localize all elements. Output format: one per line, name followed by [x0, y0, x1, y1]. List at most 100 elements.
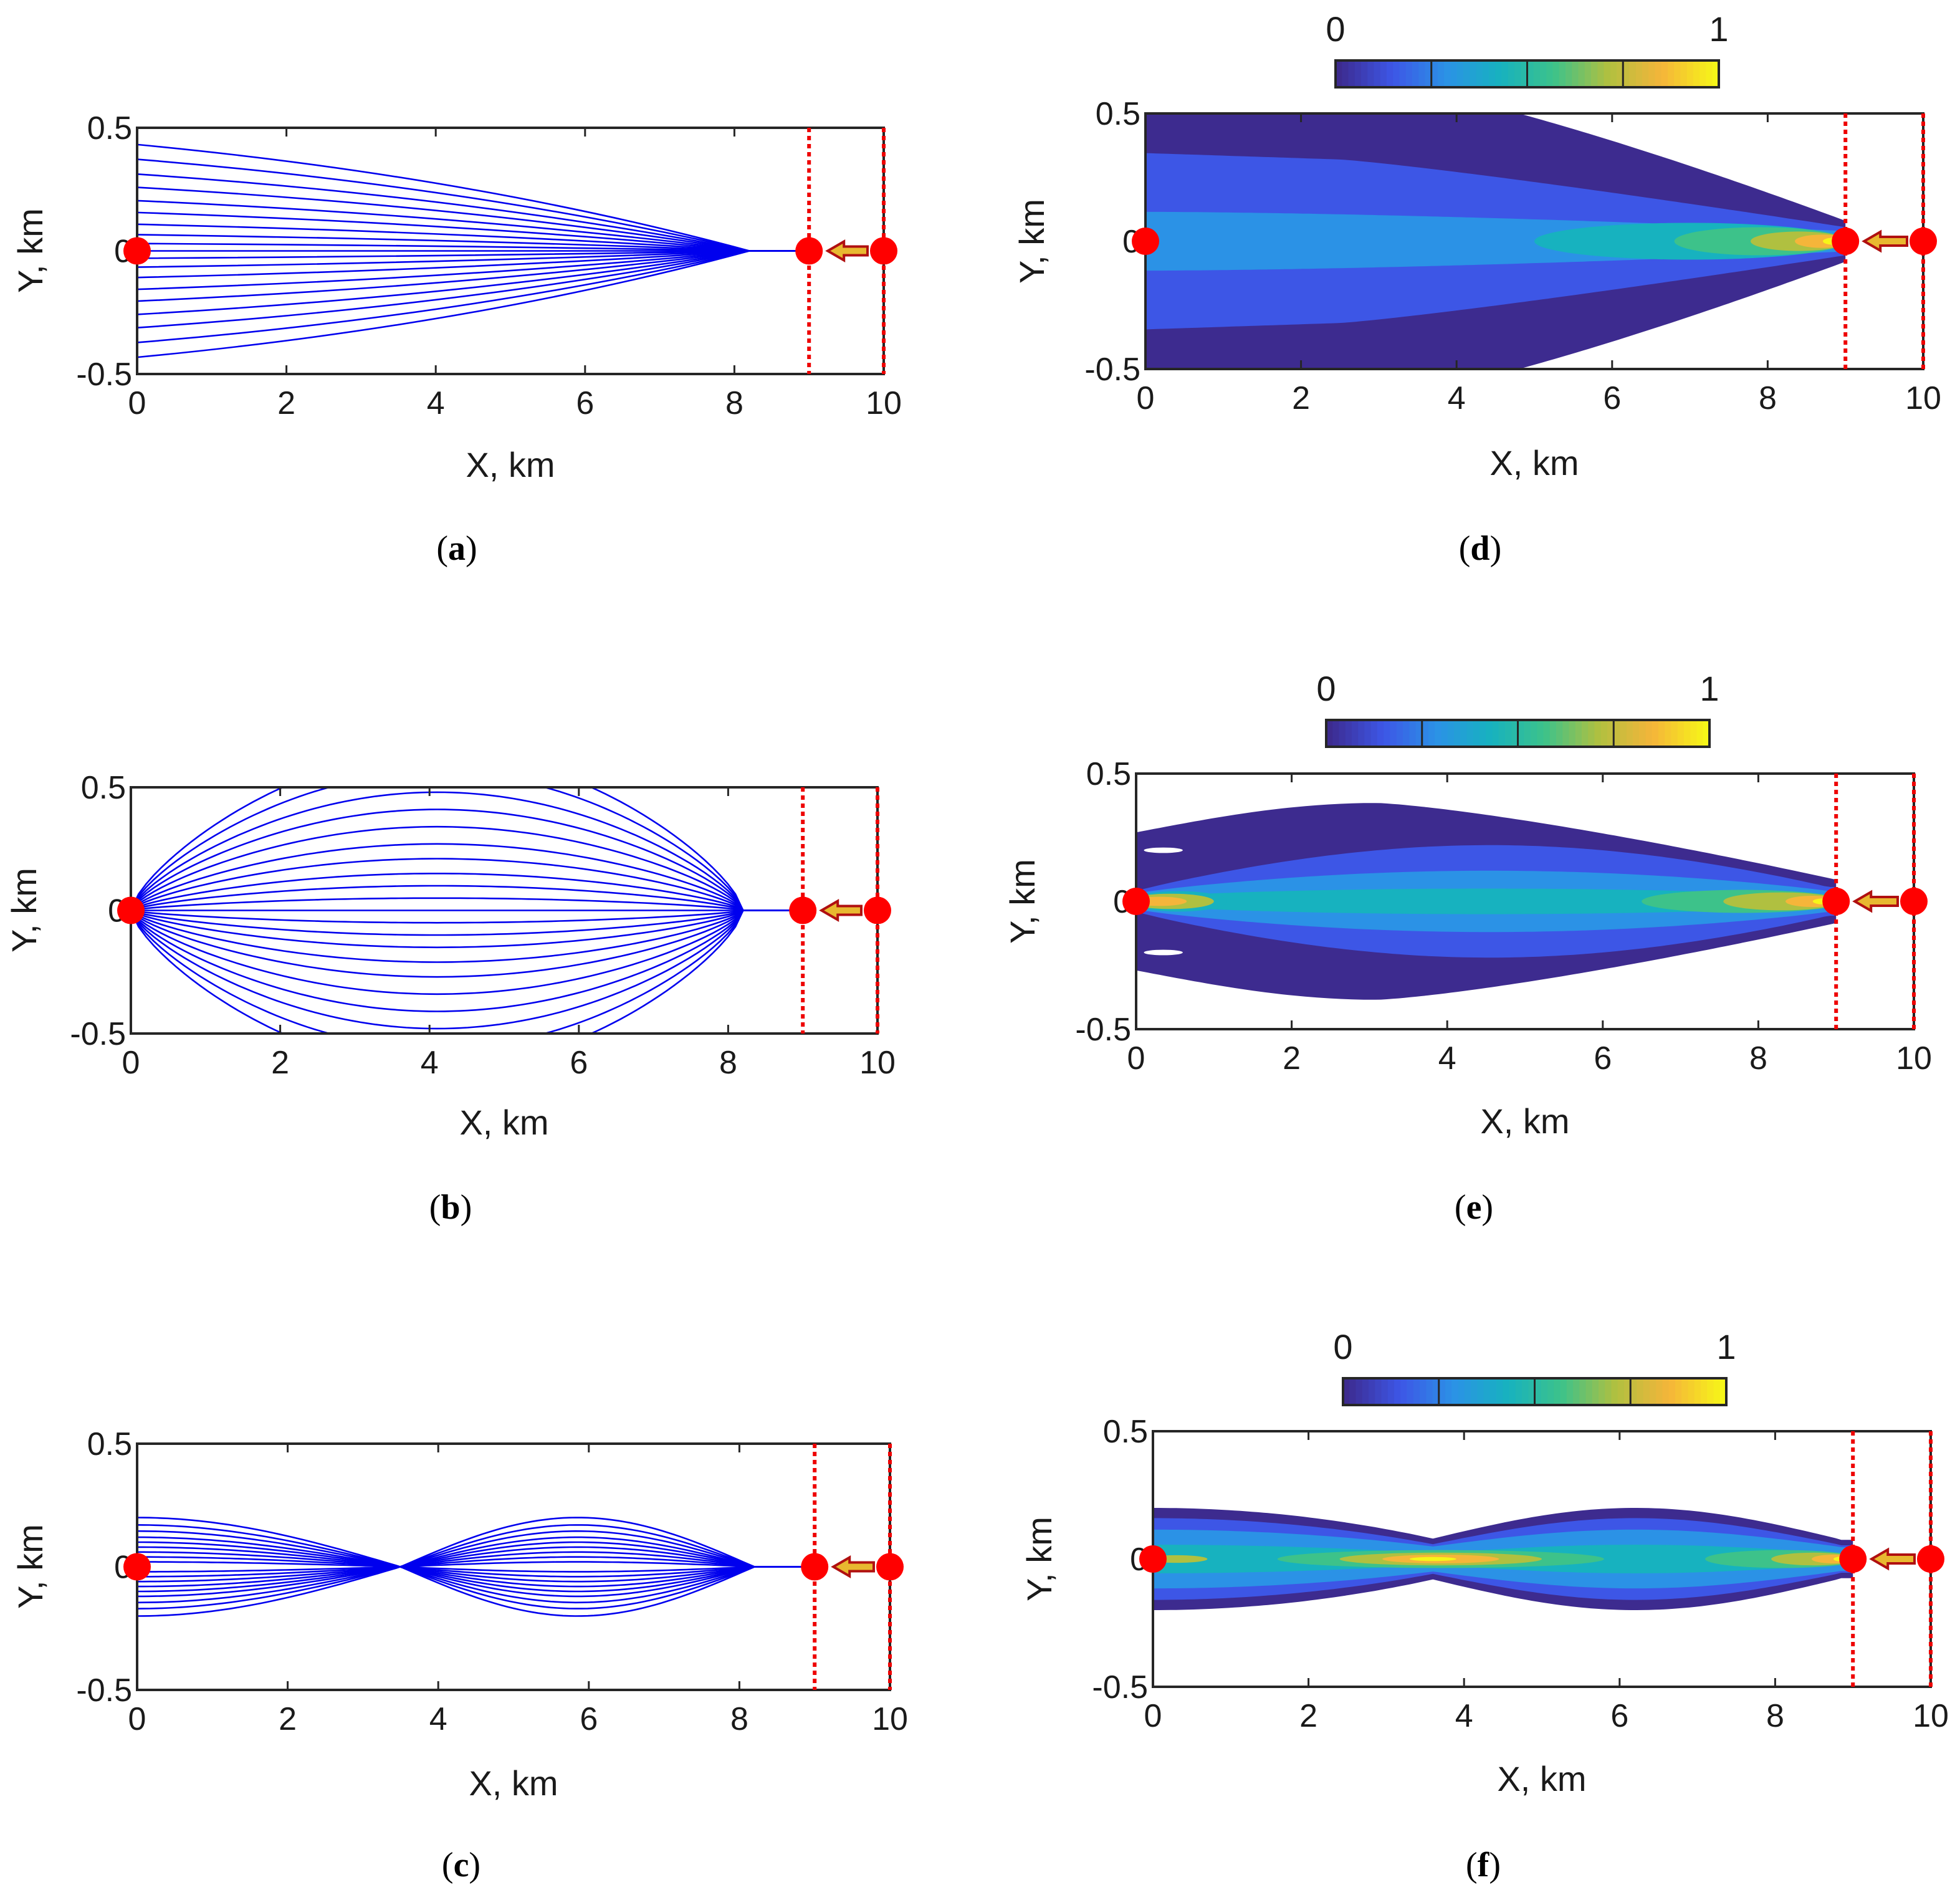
panel-b-ray [131, 825, 744, 911]
panel-d-colorbar-segment [1470, 60, 1477, 87]
panel-d-colorbar-segment [1348, 60, 1355, 87]
panel-d-plot: 0 2 4 6 8 10-0.500.5 [1084, 59, 1941, 416]
panel-e-colorbar-segment [1409, 720, 1417, 747]
panel-f: 0 2 4 6 8 10-0.500.5 0 1 X, km Y, km (f) [1020, 1327, 1949, 1884]
panel-e-gap-upper [1144, 847, 1183, 853]
panel-f-ytick-label: 0.5 [1103, 1414, 1148, 1450]
panel-e-colorbar-segment [1358, 720, 1365, 747]
panel-e-colorbar-segment [1569, 720, 1576, 747]
panel-d-colorbar-segment [1597, 60, 1605, 87]
panel-c-ray [137, 1536, 755, 1598]
panel-e-ytick-label: -0.5 [1075, 1012, 1131, 1048]
panel-e-colorbar-segment [1396, 720, 1403, 747]
panel-d-colorbar-segment [1387, 60, 1394, 87]
panel-d-colorbar-segment [1444, 60, 1451, 87]
panel-e-colorbar-segment [1582, 720, 1589, 747]
panel-e-colorbar-segment [1486, 720, 1493, 747]
panel-d-colorbar-segment [1361, 60, 1369, 87]
panel-a-ray [137, 250, 750, 358]
panel-a-start-point [870, 237, 897, 265]
panel-b-xtick-label: 8 [719, 1045, 737, 1081]
panel-d-colorbar-segment [1584, 60, 1592, 87]
panel-e-colorbar-segment [1562, 720, 1570, 747]
panel-c-plot: 0 2 4 6 8 10-0.500.5 [76, 1426, 908, 1737]
panel-a-ray [137, 250, 750, 315]
panel-e-colorbar-segment [1364, 720, 1372, 747]
panel-c-ray [137, 1541, 755, 1593]
panel-d-colorbar-segment [1412, 60, 1420, 87]
panel-e-colorbar-segment [1480, 720, 1487, 747]
panel-c-source-point [123, 1553, 151, 1581]
panel-f-colorbar-segment [1375, 1378, 1382, 1405]
panel-e-colorbar-segment [1345, 720, 1352, 747]
panel-b-xtick-label: 6 [570, 1045, 588, 1081]
panel-e-colorbar-segment [1524, 720, 1531, 747]
panel-d-colorbar-segment [1635, 60, 1643, 87]
panel-f-xtick-label: 4 [1455, 1698, 1473, 1734]
panel-d-colorbar-segment [1399, 60, 1407, 87]
panel-d-colorbar-segment [1354, 60, 1362, 87]
panel-e-colorbar-segment [1600, 720, 1608, 747]
panel-f-contours [1153, 1508, 1861, 1610]
panel-f-cbar-min: 0 [1333, 1327, 1352, 1366]
panel-e-cbar-min: 0 [1316, 669, 1336, 708]
panel-f-colorbar-segment [1566, 1378, 1574, 1405]
panel-f-source-point [1139, 1545, 1167, 1573]
panel-a-caption: (a) [436, 529, 477, 568]
panel-d-colorbar-segment [1540, 60, 1547, 87]
panel-f-ytick-label: -0.5 [1092, 1669, 1148, 1705]
panel-b-ray [131, 791, 744, 911]
panel-d-colorbar-segment [1546, 60, 1554, 87]
panel-b-ray [131, 897, 743, 911]
panel-d-start-point [1910, 228, 1937, 255]
panel-e-colorbar-segment [1607, 720, 1615, 747]
panel-e-colorbar-segment [1332, 720, 1340, 747]
panel-f-colorbar-segment [1394, 1378, 1402, 1405]
panel-c-xlabel: X, km [469, 1763, 558, 1803]
panel-e-colorbar-segment [1633, 720, 1640, 747]
panel-f-colorbar [1342, 1377, 1728, 1406]
panel-f-receiver-point [1839, 1545, 1867, 1573]
panel-f-caption-letter: f [1478, 1846, 1490, 1884]
panel-f-colorbar-segment [1534, 1378, 1542, 1405]
panel-e-colorbar-segment [1352, 720, 1359, 747]
panel-f-colorbar-segment [1387, 1378, 1395, 1405]
panel-a-ray [137, 223, 750, 252]
panel-d-colorbar-segment [1425, 60, 1432, 87]
panel-b-ray [131, 909, 744, 1034]
panel-b-ray [131, 873, 743, 911]
panel-f-colorbar-segment [1471, 1378, 1478, 1405]
panel-d-colorbar-segment [1450, 60, 1458, 87]
panel-a-ray [137, 199, 750, 252]
panel-e-colorbar-segment [1384, 720, 1391, 747]
panel-b-xtick-label: 2 [271, 1045, 289, 1081]
panel-d-ytick-label: 0.5 [1096, 96, 1140, 132]
panel-e-colorbar-segment [1460, 720, 1468, 747]
panel-c-ray [137, 1556, 755, 1578]
panel-e-colorbar-segment [1575, 720, 1582, 747]
panel-f-level-8 [1409, 1557, 1456, 1562]
panel-d-colorbar-segment [1482, 60, 1489, 87]
panel-b-start-point [864, 896, 891, 924]
panel-f-colorbar-segment [1438, 1378, 1446, 1405]
panel-d-colorbar-segment [1661, 60, 1668, 87]
panel-f-ylabel: Y, km [1020, 1517, 1059, 1601]
panel-b-xtick-label: 0 [122, 1045, 140, 1081]
panel-d-colorbar-segment [1566, 60, 1573, 87]
panel-d-colorbar-segment [1495, 60, 1503, 87]
panel-e-colorbar-segment [1696, 720, 1704, 747]
panel-d-colorbar-segment [1336, 60, 1343, 87]
panel-d-colorbar-segment [1501, 60, 1509, 87]
panel-d-colorbar-segment [1489, 60, 1496, 87]
panel-f-colorbar-segment [1650, 1378, 1657, 1405]
panel-c-receiver-point [801, 1553, 829, 1581]
panel-d-xlabel: X, km [1489, 443, 1579, 482]
panel-e-colorbar-segment [1677, 720, 1685, 747]
panel-a-ytick-label: 0.5 [87, 110, 132, 146]
panel-e-ylabel: Y, km [1003, 859, 1042, 944]
panel-d-contours [1145, 113, 1850, 369]
panel-e-xlabel: X, km [1480, 1101, 1569, 1141]
panel-d-colorbar-segment [1680, 60, 1688, 87]
panel-a-ray [137, 250, 750, 329]
